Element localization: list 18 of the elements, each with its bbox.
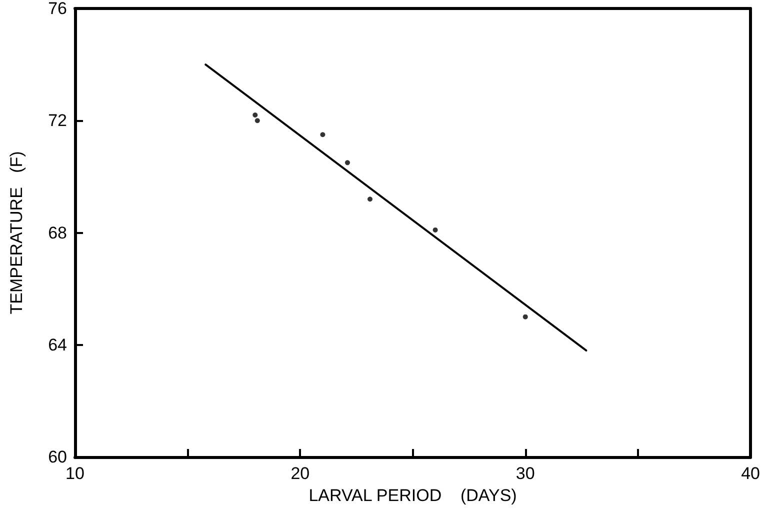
y-tick-label: 60 xyxy=(48,448,67,466)
x-tick-label: 20 xyxy=(290,464,310,483)
y-tick-label: 64 xyxy=(48,335,67,354)
x-axis-title: LARVAL PERIOD (DAYS) xyxy=(308,486,517,505)
x-tick-label: 40 xyxy=(741,464,760,483)
x-tick-label: 10 xyxy=(66,464,84,483)
point xyxy=(432,227,438,232)
point xyxy=(320,132,326,138)
point xyxy=(367,196,372,202)
point xyxy=(522,314,528,320)
y-tick-label: 76 xyxy=(48,0,67,18)
y-tick-label: 72 xyxy=(48,111,67,130)
point xyxy=(252,112,258,118)
x-tick-label: 30 xyxy=(516,464,535,483)
y-axis-title: TEMPERATURE (F) xyxy=(7,151,26,314)
point xyxy=(344,160,350,166)
y-tick-label: 68 xyxy=(48,223,67,242)
point xyxy=(254,118,260,124)
